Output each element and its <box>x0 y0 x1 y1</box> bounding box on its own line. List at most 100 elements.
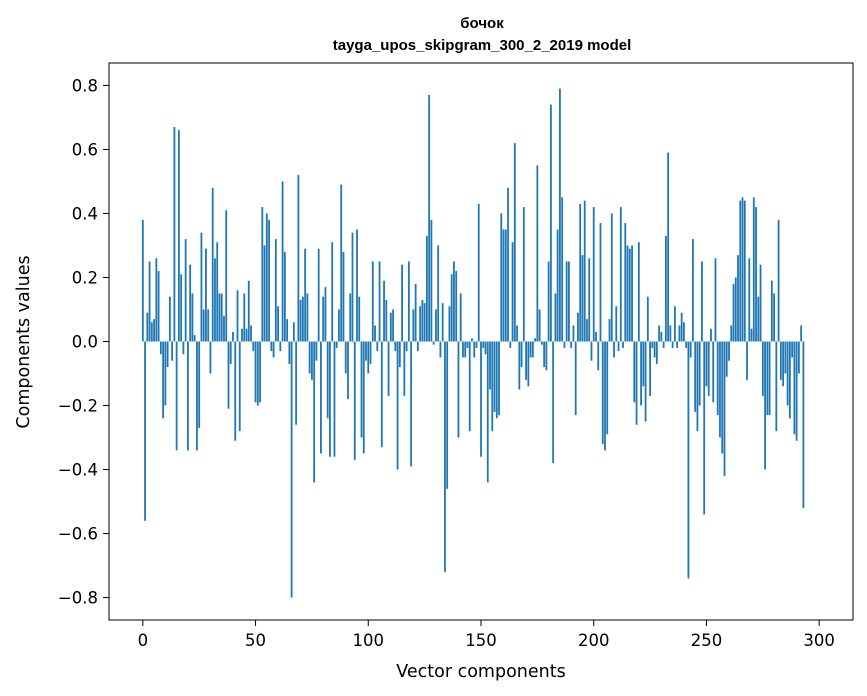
bar-50 <box>254 341 257 403</box>
bar-244 <box>692 239 694 342</box>
bar-238 <box>678 325 681 342</box>
chart-title: бочок <box>460 15 504 32</box>
bar-61 <box>279 341 282 352</box>
bar-166 <box>516 325 518 342</box>
bar-64 <box>286 319 289 342</box>
bar-119 <box>410 341 413 467</box>
bar-100 <box>367 341 370 374</box>
bar-52 <box>259 341 261 403</box>
bar-193 <box>577 312 579 342</box>
bar-80 <box>322 296 325 342</box>
bar-115 <box>401 264 403 342</box>
bar-0 <box>141 219 144 342</box>
bar-4 <box>150 322 153 342</box>
bar-90 <box>344 341 347 374</box>
bar-63 <box>283 251 286 342</box>
bar-216 <box>628 248 631 342</box>
bar-138 <box>453 261 455 342</box>
bar-169 <box>522 207 525 342</box>
bar-170 <box>525 341 527 380</box>
bar-262 <box>732 283 735 342</box>
bar-27 <box>202 309 205 342</box>
bar-182 <box>552 341 555 464</box>
bar-30 <box>209 341 212 374</box>
bar-257 <box>721 341 724 454</box>
bar-183 <box>554 293 557 342</box>
bar-236 <box>673 306 676 342</box>
bar-199 <box>590 341 593 361</box>
bar-123 <box>419 306 422 342</box>
bar-83 <box>329 341 331 457</box>
x-axis-label: Vector components <box>396 662 565 682</box>
bar-35 <box>220 293 223 342</box>
bar-16 <box>177 130 180 342</box>
bar-253 <box>712 341 715 403</box>
bar-102 <box>371 261 374 342</box>
bar-209 <box>613 341 615 358</box>
bar-11 <box>166 341 169 368</box>
bar-204 <box>601 341 604 444</box>
bar-110 <box>389 312 392 342</box>
bar-32 <box>214 258 216 342</box>
bar-192 <box>574 341 577 416</box>
bar-19 <box>184 239 187 342</box>
bar-241 <box>685 341 688 348</box>
bar-276 <box>764 341 766 470</box>
bar-208 <box>610 213 613 342</box>
bar-69 <box>297 175 300 342</box>
y-tick-label-6: 0.4 <box>72 204 98 223</box>
bar-17 <box>180 274 183 342</box>
bar-58 <box>272 341 275 358</box>
bar-56 <box>268 219 270 342</box>
bar-250 <box>705 341 708 387</box>
bar-36 <box>223 315 225 342</box>
bar-269 <box>748 258 751 342</box>
bar-220 <box>637 242 640 342</box>
bar-141 <box>459 293 462 342</box>
bar-260 <box>728 341 730 361</box>
bar-289 <box>793 341 796 435</box>
bar-82 <box>326 341 329 419</box>
bar-3 <box>148 261 151 342</box>
bar-101 <box>369 341 372 364</box>
bar-158 <box>498 341 500 416</box>
bar-234 <box>669 325 672 342</box>
bar-6 <box>155 258 158 342</box>
bar-258 <box>723 341 726 476</box>
bar-267 <box>743 200 746 342</box>
bar-22 <box>191 293 194 342</box>
chart-subtitle: tayga_upos_skipgram_300_2_2019 model <box>333 37 632 54</box>
y-tick-label-4: 0.0 <box>72 333 98 352</box>
bar-2 <box>146 312 149 342</box>
bar-263 <box>734 277 737 342</box>
bar-31 <box>211 187 214 342</box>
bar-78 <box>317 248 320 342</box>
bar-57 <box>270 341 273 352</box>
y-axis-ticks: −0.8 −0.6 −0.4 −0.2 0.0 0.2 0.4 0.6 0.8 <box>58 76 109 608</box>
bar-230 <box>660 331 663 342</box>
bar-219 <box>635 341 638 425</box>
bar-120 <box>412 309 415 342</box>
bar-273 <box>757 296 760 342</box>
bar-188 <box>565 261 568 342</box>
bar-279 <box>770 280 773 342</box>
bar-41 <box>234 341 237 441</box>
bar-150 <box>480 341 482 457</box>
bar-268 <box>746 341 748 380</box>
bar-222 <box>642 341 645 387</box>
bar-77 <box>315 341 318 361</box>
bar-97 <box>360 341 363 438</box>
bar-233 <box>667 152 670 342</box>
x-tick-label-6: 300 <box>803 631 835 650</box>
bar-278 <box>768 341 771 416</box>
bar-121 <box>414 283 417 342</box>
bar-1 <box>144 341 146 521</box>
x-tick-label-2: 100 <box>353 631 385 650</box>
bar-7 <box>157 271 160 342</box>
bar-214 <box>624 223 627 342</box>
bar-55 <box>265 213 268 342</box>
bar-159 <box>500 213 503 342</box>
bar-47 <box>247 280 250 342</box>
bar-112 <box>394 341 397 352</box>
bar-42 <box>236 290 239 342</box>
